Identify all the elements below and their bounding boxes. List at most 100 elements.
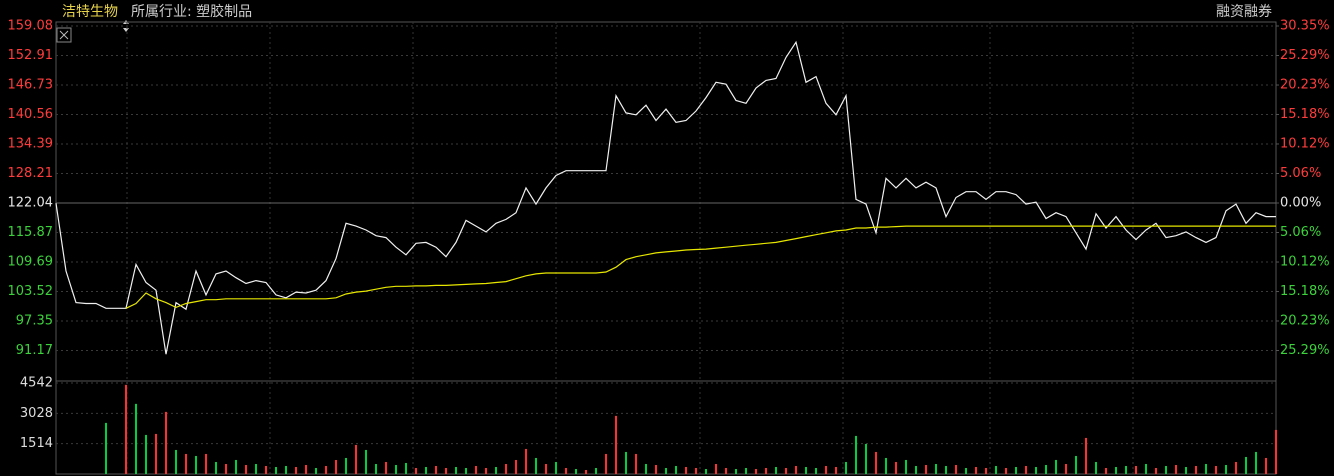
volume-bar [815, 467, 817, 474]
volume-bar [1105, 467, 1107, 474]
price-line [55, 40, 1276, 355]
volume-bar [635, 453, 637, 474]
volume-bar [245, 464, 247, 474]
margin-link[interactable]: 融资融券 [1216, 4, 1272, 20]
volume-bar [835, 466, 837, 474]
y-tick-label: 103.52 [8, 284, 54, 299]
close-cross[interactable] [59, 30, 69, 40]
y-tick-label: 115.87 [8, 225, 54, 240]
volume-bar [1175, 464, 1177, 474]
volume-bar [455, 466, 457, 474]
volume-bar [855, 435, 857, 474]
volume-bar [545, 463, 547, 474]
volume-bar [465, 467, 467, 474]
y-tick-label: 140.56 [8, 107, 54, 122]
volume-bar [845, 461, 847, 474]
volume-bar [695, 467, 697, 474]
y-tick-label: 159.08 [8, 19, 54, 34]
volume-bar [1225, 464, 1227, 474]
volume-bar [795, 465, 797, 474]
volume-bar [865, 443, 867, 474]
volume-bar [1035, 466, 1037, 474]
volume-bar [785, 467, 787, 474]
volume-bar [1255, 451, 1257, 474]
volume-bar [1065, 463, 1067, 474]
volume-bar [1115, 466, 1117, 474]
volume-bar [235, 459, 237, 474]
volume-bar [275, 466, 277, 474]
y2-tick-label: 0.00% [1280, 196, 1321, 211]
volume-bar [1085, 437, 1087, 474]
volume-bar [735, 468, 737, 474]
volume-bar [175, 449, 177, 474]
volume-bar [155, 433, 157, 474]
volume-tick-label: 4542 [20, 376, 53, 391]
y-tick-label: 91.17 [16, 343, 53, 358]
price-line [125, 225, 1276, 309]
volume-bar [915, 465, 917, 474]
volume-bar [685, 466, 687, 474]
volume-bar [1185, 466, 1187, 474]
y2-tick-label: 20.23% [1280, 313, 1330, 328]
volume-bar [475, 465, 477, 474]
volume-bar [205, 453, 207, 474]
volume-bar [1095, 461, 1097, 474]
volume-bar [655, 464, 657, 474]
y-tick-label: 134.39 [8, 136, 54, 151]
y2-tick-label: 5.06% [1280, 166, 1321, 181]
volume-bar [1055, 459, 1057, 474]
volume-bar [1155, 467, 1157, 474]
y-tick-label: 122.04 [8, 196, 54, 211]
volume-bar [905, 459, 907, 474]
volume-bar [105, 422, 107, 474]
volume-bar [1265, 457, 1267, 474]
volume-bar [425, 466, 427, 474]
volume-bar [625, 451, 627, 474]
volume-bar [375, 463, 377, 474]
volume-bar [1235, 461, 1237, 474]
volume-bar [1015, 466, 1017, 474]
volume-bar [185, 453, 187, 474]
volume-bar [345, 457, 347, 474]
close-box[interactable] [56, 27, 72, 43]
y-tick-label: 152.91 [8, 48, 54, 63]
volume-bar [415, 467, 417, 474]
volume-bar [715, 463, 717, 474]
volume-bar [1205, 463, 1207, 474]
volume-bar [1195, 465, 1197, 474]
volume-bar [165, 411, 167, 474]
volume-bar [295, 466, 297, 474]
volume-bar [225, 463, 227, 474]
volume-bar [365, 449, 367, 474]
volume-bar [805, 466, 807, 474]
y-tick-label: 97.35 [16, 313, 53, 328]
y2-tick-label: 25.29% [1280, 343, 1330, 358]
volume-bar [435, 465, 437, 474]
y2-tick-label: 10.12% [1280, 136, 1330, 151]
volume-bar [765, 467, 767, 474]
volume-bar [335, 459, 337, 474]
close-button[interactable] [56, 27, 72, 43]
volume-bar [565, 467, 567, 474]
volume-bar [265, 465, 267, 474]
volume-bar [195, 455, 197, 474]
y2-tick-label: 25.29% [1280, 48, 1330, 63]
volume-bar [1165, 465, 1167, 474]
y2-tick-label: 20.23% [1280, 78, 1330, 93]
volume-bar [255, 463, 257, 474]
volume-bar [1275, 429, 1277, 474]
volume-bar [315, 467, 317, 474]
volume-bar [745, 467, 747, 474]
volume-bar [285, 465, 287, 474]
volume-bar [995, 465, 997, 474]
volume-bar [1135, 465, 1137, 474]
volume-bar [525, 448, 527, 474]
volume-bar [595, 467, 597, 474]
volume-bar [1045, 464, 1047, 474]
y2-tick-label: 10.12% [1280, 255, 1330, 270]
volume-bar [135, 403, 137, 474]
volume-bar [875, 451, 877, 474]
volume-bar [675, 465, 677, 474]
